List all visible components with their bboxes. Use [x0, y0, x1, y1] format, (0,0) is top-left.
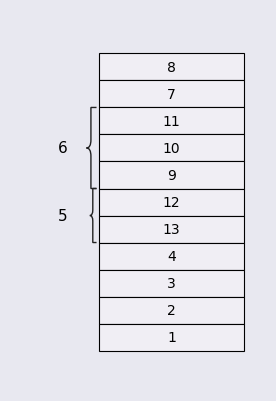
Text: 11: 11	[163, 115, 180, 129]
Bar	[99, 54, 244, 81]
Text: 6: 6	[57, 141, 67, 156]
Text: 4: 4	[167, 249, 176, 263]
Bar	[99, 243, 244, 270]
Text: 12: 12	[163, 196, 180, 209]
Text: 13: 13	[163, 223, 180, 237]
Bar	[99, 216, 244, 243]
Text: 1: 1	[167, 330, 176, 344]
Bar	[99, 162, 244, 189]
Bar	[99, 324, 244, 351]
Text: 2: 2	[167, 303, 176, 317]
Bar	[99, 189, 244, 216]
Text: 10: 10	[163, 142, 180, 156]
Bar	[99, 270, 244, 297]
Bar	[99, 297, 244, 324]
Text: 8: 8	[167, 61, 176, 75]
Bar	[99, 135, 244, 162]
Text: 7: 7	[167, 88, 176, 102]
Text: 3: 3	[167, 276, 176, 290]
Text: 5: 5	[57, 209, 67, 223]
Text: 9: 9	[167, 168, 176, 182]
Bar	[99, 108, 244, 135]
Bar	[99, 81, 244, 108]
